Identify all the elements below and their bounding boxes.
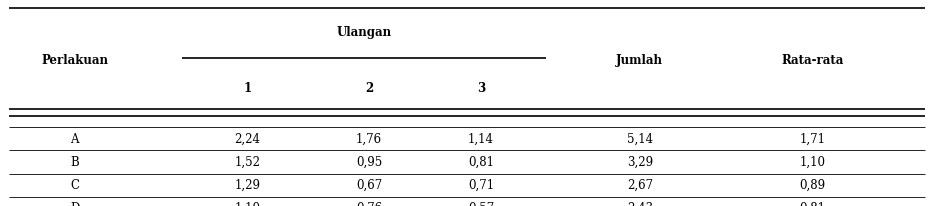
Text: B: B	[70, 156, 79, 169]
Text: 0,95: 0,95	[356, 156, 382, 169]
Text: 1,10: 1,10	[800, 156, 826, 169]
Text: 2: 2	[365, 82, 373, 95]
Text: 0,81: 0,81	[468, 156, 494, 169]
Text: 1,10: 1,10	[234, 201, 261, 206]
Text: 1: 1	[244, 82, 251, 95]
Text: Jumlah: Jumlah	[616, 54, 663, 67]
Text: 3: 3	[477, 82, 485, 95]
Text: 0,89: 0,89	[800, 179, 826, 192]
Text: 1,14: 1,14	[468, 132, 494, 146]
Text: 2,43: 2,43	[627, 201, 653, 206]
Text: 2,24: 2,24	[234, 132, 261, 146]
Text: 0,67: 0,67	[356, 179, 382, 192]
Text: 0,57: 0,57	[468, 201, 494, 206]
Text: 0,71: 0,71	[468, 179, 494, 192]
Text: 3,29: 3,29	[627, 156, 653, 169]
Text: D: D	[70, 201, 79, 206]
Text: Rata-rata: Rata-rata	[782, 54, 843, 67]
Text: 2,67: 2,67	[627, 179, 653, 192]
Text: 1,71: 1,71	[800, 132, 826, 146]
Text: 1,52: 1,52	[234, 156, 261, 169]
Text: 0,76: 0,76	[356, 201, 382, 206]
Text: 5,14: 5,14	[627, 132, 653, 146]
Text: 1,29: 1,29	[234, 179, 261, 192]
Text: 1,76: 1,76	[356, 132, 382, 146]
Text: A: A	[70, 132, 79, 146]
Text: C: C	[70, 179, 79, 192]
Text: Ulangan: Ulangan	[336, 26, 392, 40]
Text: Perlakuan: Perlakuan	[41, 54, 108, 67]
Text: 0,81: 0,81	[800, 201, 826, 206]
